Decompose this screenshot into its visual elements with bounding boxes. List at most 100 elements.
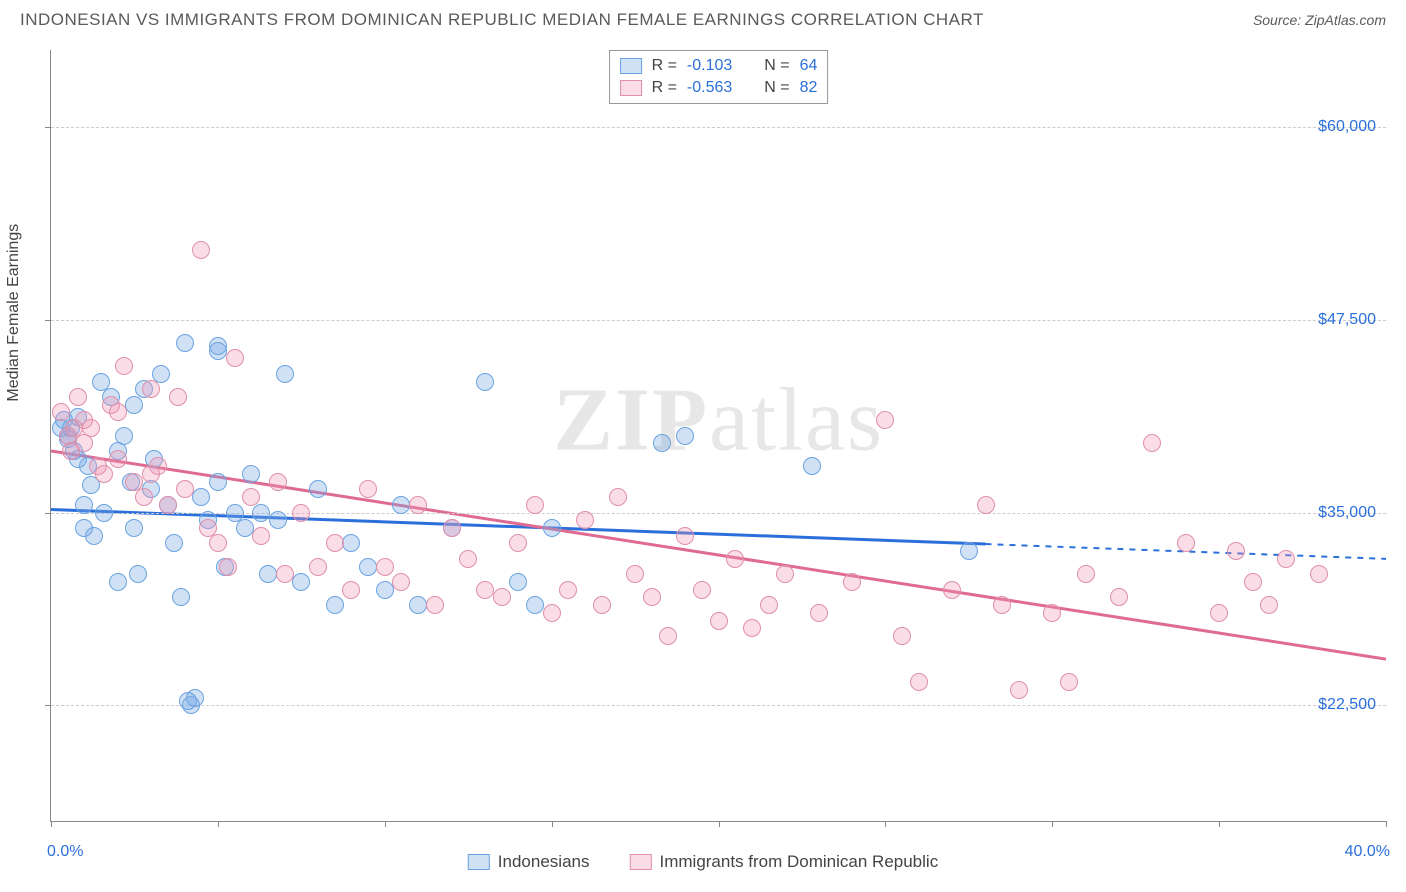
scatter-point <box>977 496 995 514</box>
scatter-point <box>109 450 127 468</box>
x-max-label: 40.0% <box>1345 843 1390 861</box>
scatter-point <box>176 334 194 352</box>
scatter-point <box>342 534 360 552</box>
source-text: Source: ZipAtlas.com <box>1253 12 1386 28</box>
scatter-point <box>643 588 661 606</box>
scatter-point <box>1060 673 1078 691</box>
scatter-point <box>125 396 143 414</box>
scatter-point <box>659 627 677 645</box>
scatter-point <box>593 596 611 614</box>
gridline <box>51 127 1386 128</box>
scatter-point <box>843 573 861 591</box>
scatter-point <box>910 673 928 691</box>
scatter-point <box>252 504 270 522</box>
y-tick-label: $35,000 <box>1318 504 1376 522</box>
legend-swatch <box>620 58 642 74</box>
scatter-point <box>509 534 527 552</box>
scatter-point <box>192 488 210 506</box>
n-value: 64 <box>800 57 818 75</box>
scatter-point <box>543 519 561 537</box>
scatter-point <box>62 442 80 460</box>
scatter-point <box>95 465 113 483</box>
y-tick-label: $22,500 <box>1318 696 1376 714</box>
scatter-point <box>309 558 327 576</box>
scatter-point <box>1260 596 1278 614</box>
scatter-point <box>1077 565 1095 583</box>
gridline <box>51 705 1386 706</box>
scatter-point <box>443 519 461 537</box>
scatter-point <box>1110 588 1128 606</box>
y-tick <box>45 705 51 706</box>
scatter-point <box>252 527 270 545</box>
x-tick <box>885 821 886 827</box>
scatter-point <box>1043 604 1061 622</box>
correlation-legend: R =-0.103N =64R =-0.563N =82 <box>609 50 829 104</box>
scatter-point <box>165 534 183 552</box>
scatter-point <box>169 388 187 406</box>
legend-stat-row: R =-0.103N =64 <box>620 55 818 77</box>
legend-series-item: Immigrants from Dominican Republic <box>629 852 938 872</box>
r-label: R = <box>652 57 677 75</box>
scatter-point <box>359 480 377 498</box>
scatter-point <box>359 558 377 576</box>
scatter-point <box>269 473 287 491</box>
scatter-point <box>95 504 113 522</box>
scatter-point <box>426 596 444 614</box>
scatter-point <box>726 550 744 568</box>
scatter-point <box>242 465 260 483</box>
scatter-point <box>309 480 327 498</box>
r-label: R = <box>652 79 677 97</box>
scatter-point <box>743 619 761 637</box>
x-tick <box>51 821 52 827</box>
scatter-point <box>259 565 277 583</box>
scatter-point <box>526 596 544 614</box>
scatter-point <box>876 411 894 429</box>
legend-swatch <box>629 854 651 870</box>
watermark: ZIPatlas <box>553 369 884 472</box>
watermark-bold: ZIP <box>553 371 709 470</box>
legend-series-label: Immigrants from Dominican Republic <box>659 852 938 872</box>
scatter-point <box>803 457 821 475</box>
chart-title: INDONESIAN VS IMMIGRANTS FROM DOMINICAN … <box>20 10 984 30</box>
scatter-point <box>1210 604 1228 622</box>
scatter-point <box>1310 565 1328 583</box>
y-tick-label: $47,500 <box>1318 311 1376 329</box>
legend-stat-row: R =-0.563N =82 <box>620 77 818 99</box>
y-tick <box>45 513 51 514</box>
scatter-point <box>269 511 287 529</box>
x-tick <box>552 821 553 827</box>
scatter-point <box>276 365 294 383</box>
scatter-point <box>326 534 344 552</box>
chart-plot-area: ZIPatlas R =-0.103N =64R =-0.563N =82 0.… <box>50 50 1386 822</box>
gridline <box>51 320 1386 321</box>
scatter-point <box>693 581 711 599</box>
scatter-point <box>209 337 227 355</box>
scatter-point <box>493 588 511 606</box>
scatter-point <box>893 627 911 645</box>
scatter-point <box>409 596 427 614</box>
scatter-point <box>292 573 310 591</box>
scatter-point <box>526 496 544 514</box>
scatter-point <box>676 527 694 545</box>
scatter-point <box>653 434 671 452</box>
scatter-point <box>1227 542 1245 560</box>
scatter-point <box>1177 534 1195 552</box>
scatter-point <box>109 573 127 591</box>
legend-series-item: Indonesians <box>468 852 590 872</box>
scatter-point <box>209 534 227 552</box>
scatter-point <box>960 542 978 560</box>
scatter-point <box>376 581 394 599</box>
scatter-point <box>1143 434 1161 452</box>
scatter-point <box>115 357 133 375</box>
series-legend: Indonesians Immigrants from Dominican Rep… <box>468 852 938 872</box>
scatter-point <box>710 612 728 630</box>
scatter-point <box>172 588 190 606</box>
scatter-point <box>142 380 160 398</box>
scatter-point <box>135 488 153 506</box>
x-tick <box>218 821 219 827</box>
scatter-point <box>376 558 394 576</box>
scatter-point <box>342 581 360 599</box>
n-label: N = <box>764 79 789 97</box>
scatter-point <box>125 519 143 537</box>
scatter-point <box>209 473 227 491</box>
